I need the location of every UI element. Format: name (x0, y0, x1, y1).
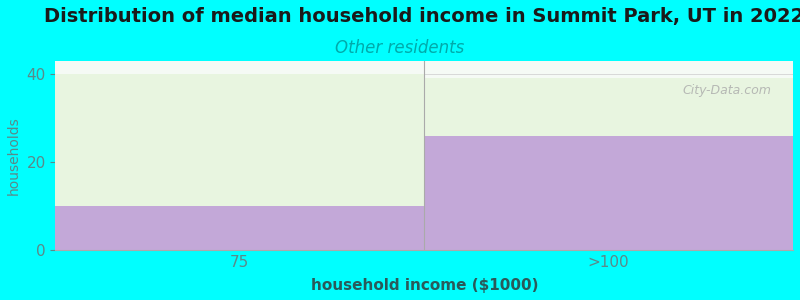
Y-axis label: households: households (7, 116, 21, 195)
Bar (55, 74, 424, 206)
Bar (55, 206, 424, 250)
Bar (424, 136, 793, 250)
Text: City-Data.com: City-Data.com (682, 83, 771, 97)
Text: Other residents: Other residents (335, 39, 465, 57)
X-axis label: household income ($1000): household income ($1000) (310, 278, 538, 293)
Title: Distribution of median household income in Summit Park, UT in 2022: Distribution of median household income … (44, 7, 800, 26)
Bar (424, 78, 793, 136)
